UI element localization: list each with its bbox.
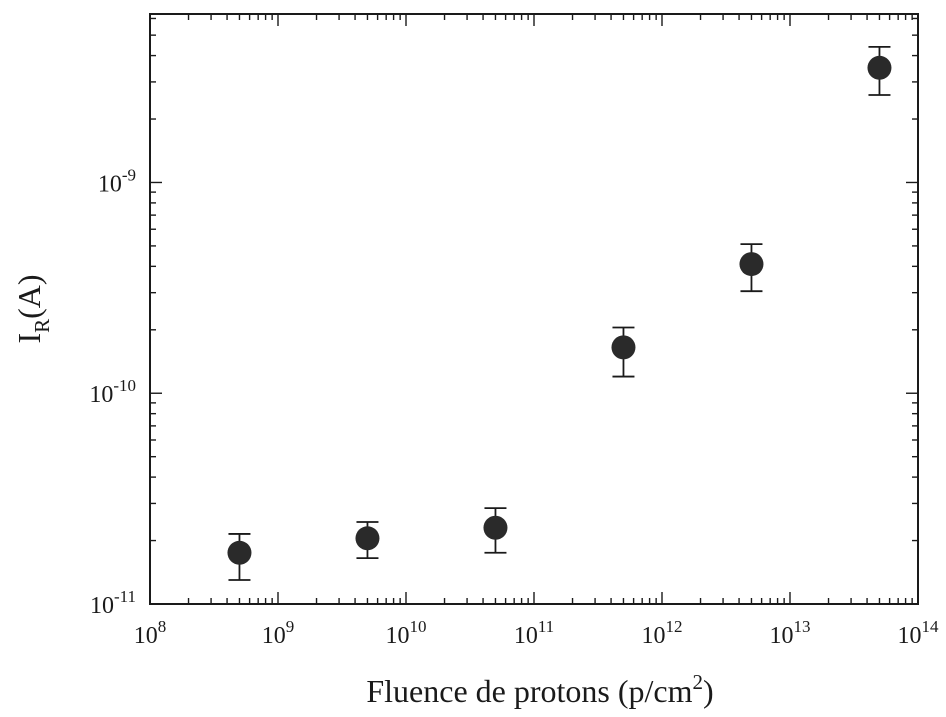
error-bars (228, 45, 891, 581)
x-tick-label: 1013 (770, 617, 811, 649)
data-point (867, 55, 892, 80)
data-point (483, 515, 508, 540)
data-point (611, 335, 636, 360)
x-tick-label: 1012 (642, 617, 683, 649)
x-axis-label: Fluence de protons (p/cm2) (366, 670, 713, 709)
x-tick-label: 1010 (386, 617, 427, 649)
x-tick-labels: 108 109 1010 1011 1012 1013 1014 (134, 617, 939, 649)
data-point (739, 252, 764, 277)
data-points (227, 55, 892, 565)
y-tick-label: 10-10 (89, 376, 136, 408)
y-axis-label: IR(A) (11, 274, 54, 343)
y-tick-label: 10-9 (98, 165, 136, 197)
y-tick-label: 10-11 (90, 587, 136, 619)
y-tick-labels: 10-11 10-10 10-9 (89, 165, 136, 619)
x-tick-label: 1011 (514, 617, 554, 649)
data-point (355, 526, 380, 551)
axis-ticks (149, 14, 919, 605)
plot-frame (149, 13, 919, 605)
x-tick-label: 109 (262, 617, 295, 649)
x-tick-label: 1014 (898, 617, 940, 649)
data-point (227, 540, 252, 565)
x-tick-label: 108 (134, 617, 167, 649)
